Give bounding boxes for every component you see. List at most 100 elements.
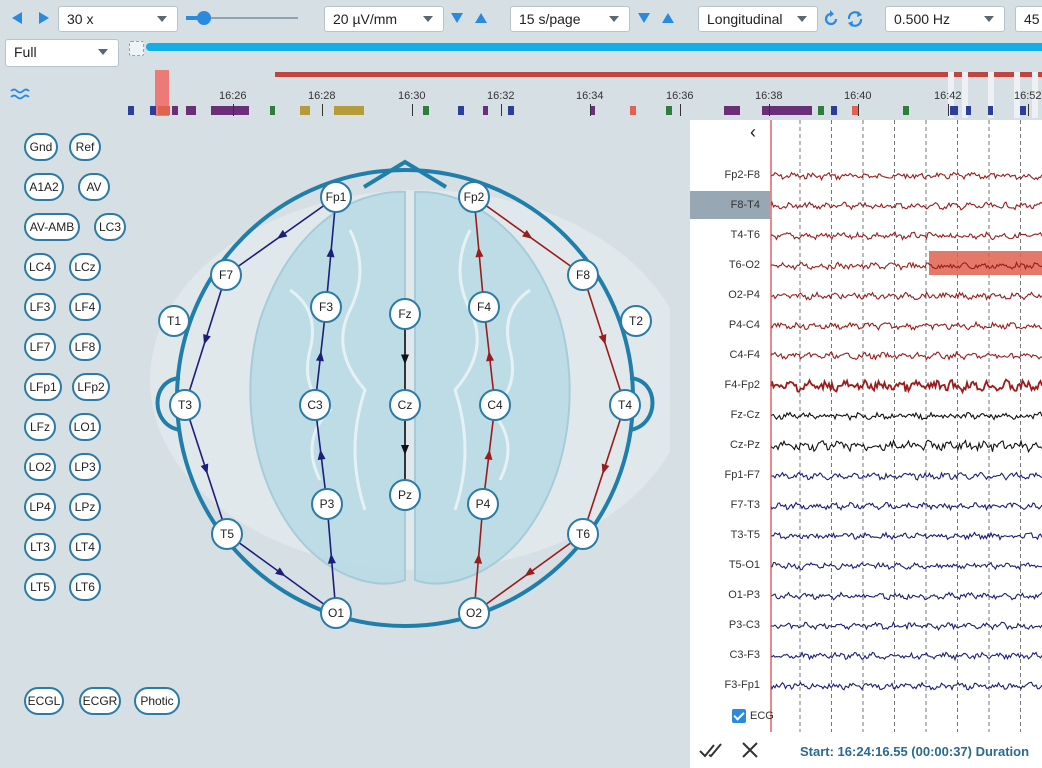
- double-check-icon[interactable]: [698, 740, 724, 760]
- electrode-cz[interactable]: Cz: [389, 389, 421, 421]
- event-bar[interactable]: [275, 72, 1042, 77]
- chevron-left-icon[interactable]: ‹: [750, 122, 756, 142]
- montage-button-lcz[interactable]: LCz: [69, 253, 101, 281]
- electrode-circle[interactable]: [311, 488, 343, 520]
- channel-label-fz-cz[interactable]: Fz-Cz: [730, 409, 760, 421]
- sensitivity-up-icon[interactable]: [475, 13, 487, 23]
- trace-c4-f4[interactable]: [770, 350, 1042, 361]
- channel-label-p4-c4[interactable]: P4-C4: [728, 319, 760, 331]
- eeg-traces[interactable]: [690, 120, 1042, 732]
- electrode-circle[interactable]: [320, 181, 352, 213]
- montage-button-lf4[interactable]: LF4: [69, 293, 101, 321]
- montage-button-lfz[interactable]: LFz: [24, 413, 56, 441]
- electrode-circle[interactable]: [158, 305, 190, 337]
- trace-f3-fp1[interactable]: [770, 681, 1042, 691]
- electrode-f3[interactable]: F3: [310, 291, 342, 323]
- electrode-t1[interactable]: T1: [158, 305, 190, 337]
- electrode-circle[interactable]: [299, 389, 331, 421]
- trace-t6-o2[interactable]: [770, 260, 1042, 271]
- trace-f8-t4[interactable]: [770, 200, 1042, 211]
- montage-button-lfp1[interactable]: LFp1: [24, 373, 62, 401]
- electrode-circle[interactable]: [389, 389, 421, 421]
- montage-button-lfp2[interactable]: LFp2: [72, 373, 110, 401]
- trace-f7-t3[interactable]: [770, 501, 1042, 512]
- montage-button-lc3[interactable]: LC3: [94, 213, 126, 241]
- aux-button-photic[interactable]: Photic: [134, 687, 180, 715]
- channel-label-o2-p4[interactable]: O2-P4: [728, 289, 760, 301]
- trace-c3-f3[interactable]: [770, 650, 1042, 662]
- montage-button-lp3[interactable]: LP3: [69, 453, 101, 481]
- montage-button-lc4[interactable]: LC4: [24, 253, 56, 281]
- montage-button-lt4[interactable]: LT4: [69, 533, 101, 561]
- ecg-checkbox[interactable]: [732, 709, 746, 723]
- trace-o2-p4[interactable]: [770, 290, 1042, 301]
- trace-o1-p3[interactable]: [770, 591, 1042, 601]
- electrode-o2[interactable]: O2: [458, 597, 490, 629]
- channel-label-fp2-f8[interactable]: Fp2-F8: [724, 169, 760, 181]
- electrode-p4[interactable]: P4: [467, 488, 499, 520]
- speed-slider-knob[interactable]: [197, 11, 211, 25]
- trace-p4-c4[interactable]: [770, 320, 1042, 331]
- timeline[interactable]: 16:26 16:28 16:30 16:32 16:34 16:36 16:38 16:40…: [0, 64, 1042, 120]
- trace-cz-pz[interactable]: [770, 438, 1042, 454]
- electrode-t5[interactable]: T5: [211, 518, 243, 550]
- montage-button-lf8[interactable]: LF8: [69, 333, 101, 361]
- channel-label-fp1-f7[interactable]: Fp1-F7: [724, 469, 760, 481]
- montage-button-lf7[interactable]: LF7: [24, 333, 56, 361]
- channel-label-c3-f3[interactable]: C3-F3: [729, 649, 760, 661]
- aux-button-ecgl[interactable]: ECGL: [24, 687, 64, 715]
- aux-button-ecgr[interactable]: ECGR: [79, 687, 121, 715]
- montage-button-ref[interactable]: Ref: [69, 133, 101, 161]
- electrode-fp2[interactable]: Fp2: [458, 181, 490, 213]
- trace-fp1-f7[interactable]: [770, 471, 1042, 481]
- montage-button-lp4[interactable]: LP4: [24, 493, 56, 521]
- electrode-circle[interactable]: [389, 298, 421, 330]
- trace-p3-c3[interactable]: [770, 620, 1042, 631]
- montage-button-a1a2[interactable]: A1A2: [24, 173, 64, 201]
- event-highlight[interactable]: [929, 251, 1042, 275]
- montage-button-lt6[interactable]: LT6: [69, 573, 101, 601]
- electrode-f4[interactable]: F4: [468, 291, 500, 323]
- record-progress-bar[interactable]: [146, 43, 1042, 51]
- montage-button-lt3[interactable]: LT3: [24, 533, 56, 561]
- annotation-marks[interactable]: [128, 106, 1026, 115]
- electrode-fz[interactable]: Fz: [389, 298, 421, 330]
- speed-slider-track[interactable]: [186, 17, 298, 19]
- montage-button-lpz[interactable]: LPz: [69, 493, 101, 521]
- channel-label-f8-t4[interactable]: F8-T4: [730, 199, 760, 211]
- channel-label-f4-fp2[interactable]: F4-Fp2: [724, 379, 760, 391]
- electrode-o1[interactable]: O1: [320, 597, 352, 629]
- electrode-t3[interactable]: T3: [169, 389, 201, 421]
- channel-label-f7-t3[interactable]: F7-T3: [730, 499, 760, 511]
- electrode-pz[interactable]: Pz: [389, 479, 421, 511]
- sensitivity-select[interactable]: 20 µV/mm: [324, 6, 444, 32]
- filter-select[interactable]: 0.500 Hz: [885, 6, 1005, 32]
- montage-button-av-amb[interactable]: AV-AMB: [24, 213, 80, 241]
- montage-button-lf3[interactable]: LF3: [24, 293, 56, 321]
- timeline-events[interactable]: [0, 64, 1042, 120]
- rotate-left-icon[interactable]: [821, 9, 841, 29]
- timebase-down-icon[interactable]: [638, 13, 650, 23]
- montage-button-gnd[interactable]: Gnd: [24, 133, 58, 161]
- electrode-circle[interactable]: [389, 479, 421, 511]
- electrode-circle[interactable]: [320, 597, 352, 629]
- electrode-circle[interactable]: [211, 518, 243, 550]
- trace-fz-cz[interactable]: [770, 411, 1042, 422]
- timebase-up-icon[interactable]: [662, 13, 674, 23]
- electrode-circle[interactable]: [567, 518, 599, 550]
- electrode-t4[interactable]: T4: [609, 389, 641, 421]
- electrode-t6[interactable]: T6: [567, 518, 599, 550]
- waves-icon[interactable]: [10, 86, 32, 102]
- trace-t3-t5[interactable]: [770, 531, 1042, 542]
- electrode-circle[interactable]: [468, 291, 500, 323]
- electrode-fp1[interactable]: Fp1: [320, 181, 352, 213]
- montage-button-av[interactable]: AV: [78, 173, 110, 201]
- electrode-p3[interactable]: P3: [311, 488, 343, 520]
- timebase-select[interactable]: 15 s/page: [510, 6, 630, 32]
- montage-select[interactable]: Longitudinal: [698, 6, 818, 32]
- channel-label-t6-o2[interactable]: T6-O2: [728, 259, 760, 271]
- electrode-f7[interactable]: F7: [210, 259, 242, 291]
- electrode-c3[interactable]: C3: [299, 389, 331, 421]
- trace-f4-fp2[interactable]: [770, 377, 1042, 395]
- channel-label-cz-pz[interactable]: Cz-Pz: [730, 439, 760, 451]
